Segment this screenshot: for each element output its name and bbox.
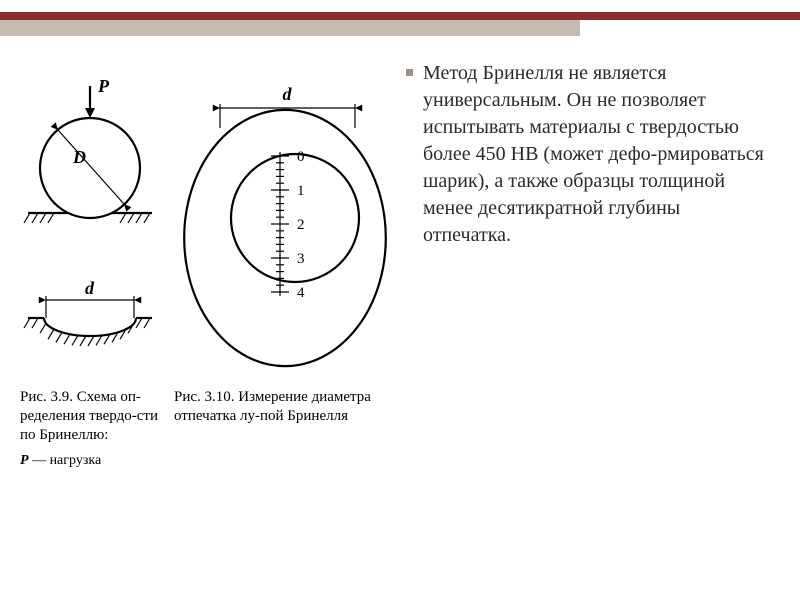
content: P Dd d 0 1 2 3 4 Рис. 3.9. Схема оп-ределения т… [0, 48, 800, 600]
svg-text:d: d [283, 84, 293, 104]
caption-var-P: P [20, 453, 29, 468]
svg-text:3: 3 [297, 251, 305, 267]
svg-text:D: D [72, 147, 86, 167]
right-column: Метод Бринелля не является универсальным… [400, 48, 800, 600]
header-bar-light [0, 20, 800, 36]
svg-text:2: 2 [297, 217, 305, 233]
svg-text:d: d [85, 278, 95, 298]
bullet-block: Метод Бринелля не является универсальным… [406, 60, 770, 249]
diagram-area: P Dd d 0 1 2 3 4 [20, 58, 390, 388]
header-bar-dark [0, 12, 800, 20]
svg-text:1: 1 [297, 183, 305, 199]
caption-fig-3-10: Рис. 3.10. Измерение диаметра отпечатка … [170, 388, 390, 469]
caption-var-P-text: — нагрузка [29, 453, 102, 468]
svg-text:P: P [97, 76, 110, 96]
svg-text:4: 4 [297, 285, 305, 301]
brinell-diagram-svg: P Dd d 0 1 2 3 4 [20, 58, 410, 388]
captions: Рис. 3.9. Схема оп-ределения твердо-сти … [20, 388, 390, 469]
caption-3-9-footnote: P — нагрузка [20, 452, 162, 470]
svg-text:0: 0 [297, 149, 305, 165]
body-text: Метод Бринелля не является универсальным… [423, 60, 770, 249]
left-column: P Dd d 0 1 2 3 4 Рис. 3.9. Схема оп-ределения т… [0, 48, 400, 600]
caption-3-10-text: Рис. 3.10. Измерение диаметра отпечатка … [174, 389, 371, 424]
caption-fig-3-9: Рис. 3.9. Схема оп-ределения твердо-сти … [20, 388, 170, 469]
caption-3-9-text: Рис. 3.9. Схема оп-ределения твердо-сти … [20, 389, 158, 443]
